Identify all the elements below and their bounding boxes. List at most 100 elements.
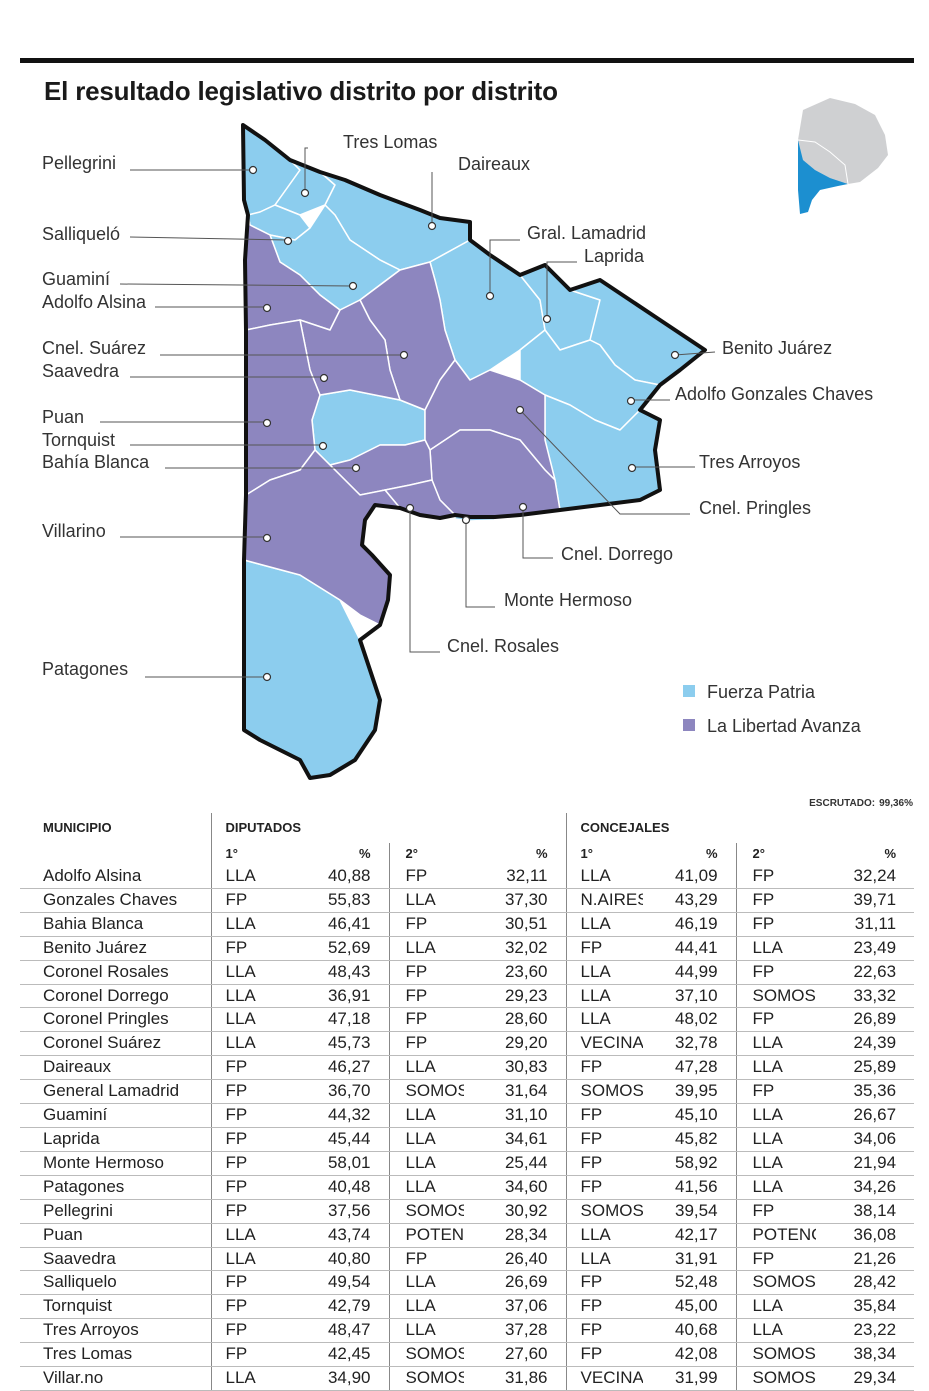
table-row: Benito Juárez FP 52,69 LLA 32,02 FP 44,41 LLA 23… bbox=[20, 936, 915, 961]
con-first-pct: 58,92 bbox=[643, 1151, 737, 1176]
con-first-party: VECINAL bbox=[565, 1366, 644, 1391]
table-row: Coronel Pringles LLA 47,18 FP 28,60 LLA 48,02 F… bbox=[20, 1007, 915, 1033]
con-first-pct: 46,19 bbox=[643, 912, 737, 937]
dip-second-party: LLA bbox=[388, 1151, 465, 1176]
table-row: Salliquelo FP 49,54 LLA 26,69 FP 52,48 SOMOS 28,… bbox=[20, 1270, 915, 1296]
table-row: Coronel Dorrego LLA 36,91 FP 29,23 LLA 37,10 SO… bbox=[20, 984, 915, 1009]
con-second-pct: 24,39 bbox=[816, 1031, 915, 1057]
con-first-pct: 45,10 bbox=[643, 1103, 737, 1128]
con-first-pct: 42,17 bbox=[643, 1223, 737, 1248]
con-second-pct: 35,36 bbox=[816, 1079, 915, 1105]
dip-first-pct: 42,79 bbox=[286, 1294, 390, 1320]
con-first-pct: 47,28 bbox=[643, 1055, 737, 1081]
province-grey-shape bbox=[798, 98, 888, 184]
table-subheader-row: 1° % 2° % 1° % 2° % bbox=[20, 843, 914, 865]
label-laprida: Laprida bbox=[584, 246, 645, 266]
dip-first-pct: 40,88 bbox=[286, 865, 390, 889]
dip-second-party: LLA bbox=[388, 1055, 465, 1081]
municipio-cell: Benito Juárez bbox=[20, 936, 211, 961]
table-header-row: MUNICIPIO DIPUTADOS CONCEJALES bbox=[20, 813, 914, 843]
con-second-pct: 34,26 bbox=[816, 1175, 915, 1200]
con-first-party: FP bbox=[565, 1270, 644, 1296]
dip-first-party: FP bbox=[210, 936, 286, 961]
municipio-cell: Patagones bbox=[20, 1175, 211, 1200]
con-first-party: FP bbox=[565, 1127, 644, 1152]
table-row: Pellegrini FP 37,56 SOMOS 30,92 SOMOS 39,54 FP 3… bbox=[20, 1199, 915, 1224]
con-second-party: LLA bbox=[735, 1055, 817, 1081]
dip-second-pct: 32,11 bbox=[464, 865, 567, 889]
districts bbox=[242, 124, 706, 779]
dip-first-pct: 44,32 bbox=[286, 1103, 390, 1128]
label-tres-arroyos: Tres Arroyos bbox=[699, 452, 801, 472]
dip-second-party: FP bbox=[388, 1031, 465, 1057]
con-first-pct: 40,68 bbox=[643, 1318, 737, 1344]
municipio-cell: Guaminí bbox=[20, 1103, 211, 1128]
subheader-con-first: 1° bbox=[565, 843, 644, 865]
table-row: Patagones FP 40,48 LLA 34,60 FP 41,56 LLA 34,26 bbox=[20, 1175, 915, 1200]
municipio-cell: Villar.no bbox=[20, 1366, 211, 1391]
dip-second-party: LLA bbox=[388, 888, 465, 913]
con-second-pct: 22,63 bbox=[816, 960, 915, 985]
label-cnel-pringles: Cnel. Pringles bbox=[699, 498, 812, 518]
dip-second-party: FP bbox=[388, 865, 465, 889]
label-adolfo-alsina: Adolfo Alsina bbox=[42, 292, 147, 312]
con-first-party: FP bbox=[565, 1055, 644, 1081]
con-second-party: SOMOS bbox=[735, 1366, 817, 1391]
label-daireaux: Daireaux bbox=[458, 154, 531, 174]
dip-second-pct: 34,60 bbox=[464, 1175, 567, 1200]
dip-first-party: LLA bbox=[210, 1223, 286, 1248]
dip-first-party: LLA bbox=[210, 1007, 286, 1033]
con-second-pct: 33,32 bbox=[816, 984, 915, 1009]
dip-first-party: LLA bbox=[210, 984, 286, 1009]
con-first-pct: 45,82 bbox=[643, 1127, 737, 1152]
subheader-empty bbox=[20, 843, 211, 865]
label-benito-juarez: Benito Juárez bbox=[722, 338, 833, 358]
con-first-party: LLA bbox=[565, 1007, 644, 1033]
dip-first-party: LLA bbox=[210, 865, 286, 889]
municipio-cell: Puan bbox=[20, 1223, 211, 1248]
dip-first-pct: 45,44 bbox=[286, 1127, 390, 1152]
escrutado-label: ESCRUTADO: bbox=[809, 798, 876, 809]
dip-second-pct: 30,92 bbox=[464, 1199, 567, 1224]
con-second-pct: 38,34 bbox=[816, 1342, 915, 1368]
municipio-cell: General Lamadrid bbox=[20, 1079, 211, 1105]
dip-second-party: LLA bbox=[388, 1103, 465, 1128]
municipio-cell: Coronel Pringles bbox=[20, 1007, 211, 1033]
dip-second-party: FP bbox=[388, 1247, 465, 1272]
con-second-party: LLA bbox=[735, 1294, 817, 1320]
con-first-party: FP bbox=[565, 936, 644, 961]
con-first-pct: 31,91 bbox=[643, 1247, 737, 1272]
dip-first-pct: 46,41 bbox=[286, 912, 390, 937]
dip-second-pct: 30,51 bbox=[464, 912, 567, 937]
con-second-pct: 26,67 bbox=[816, 1103, 915, 1128]
table-row: Coronel SuárezLLA45,73FP29,20VECINAL32,7… bbox=[20, 1031, 915, 1057]
municipio-cell: Pellegrini bbox=[20, 1199, 211, 1224]
con-second-party: FP bbox=[735, 1079, 817, 1105]
map-outline bbox=[241, 123, 707, 780]
label-patagones: Patagones bbox=[42, 659, 129, 679]
con-first-pct: 41,56 bbox=[643, 1175, 737, 1200]
table-row: Guaminí FP 44,32 LLA 31,10 FP 45,10 LLA 26,67 bbox=[20, 1103, 915, 1128]
con-first-party: LLA bbox=[565, 1223, 644, 1248]
dip-second-pct: 31,10 bbox=[464, 1103, 567, 1128]
dip-second-party: FP bbox=[388, 912, 465, 937]
con-first-party: VECINAL bbox=[565, 1031, 644, 1057]
con-second-pct: 38,14 bbox=[816, 1199, 915, 1224]
subheader-dip-second-pct: % bbox=[535, 846, 548, 861]
dip-first-party: FP bbox=[210, 1270, 286, 1296]
con-first-pct: 44,41 bbox=[643, 936, 737, 961]
con-first-party: LLA bbox=[565, 960, 644, 985]
label-saavedra: Saavedra bbox=[42, 361, 120, 381]
dip-second-pct: 32,02 bbox=[464, 936, 567, 961]
dip-first-pct: 34,90 bbox=[286, 1366, 390, 1391]
header-municipio: MUNICIPIO bbox=[43, 820, 112, 835]
dip-first-pct: 40,48 bbox=[286, 1175, 390, 1200]
dip-second-pct: 27,60 bbox=[464, 1342, 567, 1368]
con-second-party: LLA bbox=[735, 1318, 817, 1344]
dip-first-pct: 52,69 bbox=[286, 936, 390, 961]
dip-first-party: FP bbox=[210, 1055, 286, 1081]
con-first-party: N.AIRES bbox=[565, 888, 644, 913]
table-row: Gonzales Chaves FP 55,83 LLA 37,30 N.AIRES 43,… bbox=[20, 888, 915, 913]
dip-second-party: SOMOS bbox=[388, 1079, 465, 1105]
dip-second-party: FP bbox=[388, 960, 465, 985]
